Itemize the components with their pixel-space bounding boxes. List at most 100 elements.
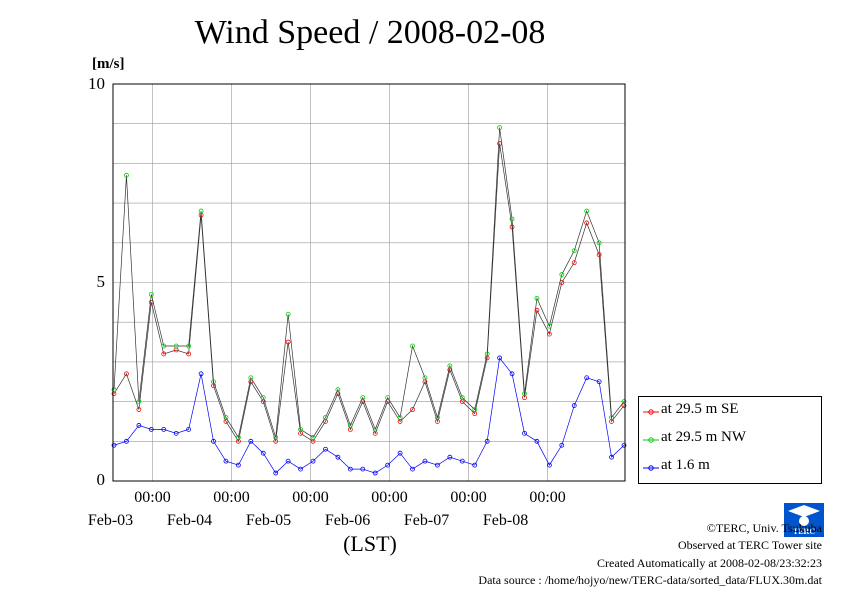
- data-point-series-2: [372, 470, 378, 476]
- data-point-series-0: [571, 260, 577, 266]
- legend: at 29.5 m SE at 29.5 m NW at 1.6 m: [638, 396, 822, 484]
- data-point-series-1: [111, 387, 117, 393]
- data-point-series-2: [136, 423, 142, 428]
- data-point-series-2: [609, 454, 614, 460]
- data-point-series-2: [596, 379, 602, 385]
- data-point-series-2: [497, 355, 503, 361]
- data-point-series-2: [260, 450, 266, 456]
- data-point-series-2: [173, 430, 179, 436]
- data-point-series-2: [571, 403, 577, 408]
- data-point-series-0: [509, 224, 515, 230]
- data-point-series-1: [124, 172, 129, 178]
- data-point-series-0: [410, 407, 415, 412]
- data-point-series-2: [559, 442, 565, 448]
- data-point-series-2: [248, 438, 254, 444]
- data-point-series-1: [584, 208, 590, 214]
- data-point-series-0: [136, 407, 142, 412]
- data-point-series-1: [385, 395, 391, 401]
- x-axis-label: (LST): [343, 531, 397, 556]
- data-point-series-2: [484, 438, 490, 444]
- data-point-series-2: [385, 462, 391, 468]
- x-tick-date-label: Feb-04: [166, 512, 213, 529]
- data-point-series-1: [198, 208, 204, 214]
- x-tick-date-label: Feb-05: [245, 512, 292, 529]
- data-point-series-1: [621, 399, 627, 405]
- data-point-series-2: [459, 458, 465, 464]
- x-tick-time-label: 00:00: [292, 489, 329, 506]
- data-point-series-1: [571, 248, 577, 254]
- data-point-series-2: [584, 375, 590, 381]
- data-point-series-2: [285, 458, 291, 464]
- data-point-series-2: [410, 466, 415, 472]
- data-point-series-1: [509, 216, 515, 222]
- data-point-series-2: [509, 371, 515, 377]
- data-point-series-1: [596, 240, 602, 246]
- data-point-series-1: [211, 379, 216, 385]
- chart-title: Wind Speed / 2008-02-08: [194, 14, 546, 51]
- data-point-series-1: [223, 415, 229, 420]
- data-point-series-0: [584, 220, 590, 226]
- legend-label-nw: at 29.5 m NW: [661, 429, 746, 445]
- data-point-series-1: [522, 391, 527, 397]
- data-point-series-2: [447, 454, 453, 460]
- data-point-series-2: [124, 438, 129, 444]
- data-point-series-1: [609, 415, 614, 420]
- data-point-series-1: [459, 395, 465, 401]
- data-point-series-1: [186, 343, 192, 349]
- data-point-series-1: [497, 125, 503, 131]
- footer-created: Created Automatically at 2008-02-08/23:3…: [597, 556, 822, 570]
- data-point-series-1: [310, 434, 316, 440]
- footer-observed: Observed at TERC Tower site: [677, 538, 822, 552]
- data-point-series-1: [248, 375, 254, 381]
- data-point-series-2: [111, 442, 117, 448]
- data-point-series-1: [546, 323, 552, 329]
- series-line-2: [113, 357, 625, 474]
- data-point-series-1: [397, 415, 403, 420]
- series-line-0: [113, 143, 625, 443]
- series-line-1: [113, 127, 625, 439]
- x-tick-time-label: 00:00: [213, 489, 250, 506]
- data-point-series-1: [559, 272, 565, 277]
- data-point-series-1: [136, 399, 142, 405]
- data-point-series-0: [285, 339, 291, 345]
- legend-label-low: at 1.6 m: [661, 457, 710, 473]
- data-point-series-2: [148, 426, 154, 432]
- y-tick-label-5: 5: [96, 272, 106, 291]
- legend-marker-nw: [643, 437, 659, 443]
- data-point-series-2: [360, 466, 366, 472]
- y-tick-label-10: 10: [88, 74, 105, 93]
- legend-entry-se: at 29.5 m SE: [639, 401, 821, 423]
- grid-lines: [113, 84, 625, 481]
- data-point-series-1: [148, 292, 154, 297]
- data-point-series-2: [161, 426, 167, 432]
- data-point-series-0: [124, 371, 129, 377]
- legend-marker-se: [643, 409, 659, 415]
- logo-text: TERC: [793, 527, 815, 536]
- data-point-series-0: [186, 351, 192, 357]
- data-point-series-1: [534, 295, 540, 301]
- data-point-series-1: [335, 387, 341, 393]
- data-point-series-1: [323, 415, 328, 420]
- data-point-series-2: [211, 438, 216, 444]
- x-tick-time-label: 00:00: [529, 489, 566, 506]
- data-point-series-0: [546, 331, 552, 337]
- data-point-series-1: [298, 426, 303, 432]
- data-point-series-2: [235, 462, 241, 468]
- data-point-series-1: [472, 407, 478, 412]
- data-point-series-2: [310, 458, 316, 464]
- x-tick-date-label: Feb-06: [324, 512, 371, 529]
- legend-entry-low: at 1.6 m: [639, 457, 821, 479]
- x-tick-date-label: Feb-08: [482, 512, 529, 529]
- data-point-series-0: [161, 351, 167, 357]
- x-tick-time-label: 00:00: [134, 489, 171, 506]
- data-point-series-1: [372, 426, 378, 432]
- data-point-series-1: [422, 375, 428, 381]
- data-point-series-2: [621, 442, 627, 448]
- data-point-series-0: [596, 252, 602, 258]
- data-point-series-1: [347, 423, 353, 428]
- data-point-series-2: [435, 462, 440, 468]
- data-point-series-1: [161, 343, 167, 349]
- plot-frame: [112, 83, 626, 482]
- data-point-series-1: [260, 395, 266, 401]
